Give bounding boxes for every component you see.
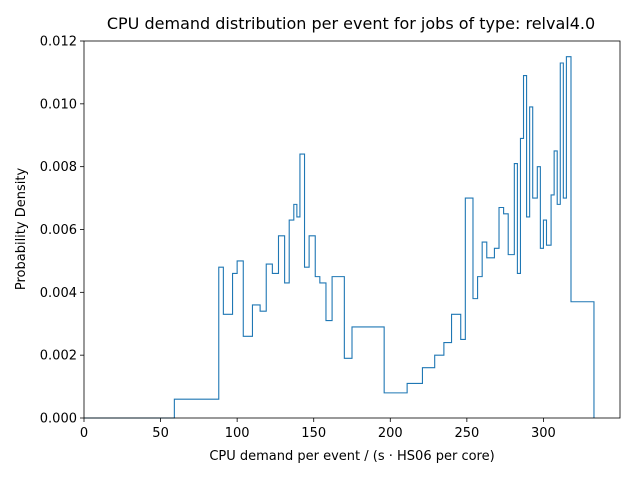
y-tick-label: 0.002 — [40, 349, 77, 364]
x-tick-label: 50 — [152, 426, 169, 441]
x-tick-label: 300 — [531, 426, 556, 441]
x-tick-label: 0 — [80, 426, 88, 441]
y-tick-label: 0.012 — [40, 35, 77, 50]
y-axis-label: Probability Density — [14, 168, 29, 291]
x-axis-label: CPU demand per event / (s · HS06 per cor… — [209, 449, 494, 464]
y-tick-label: 0.000 — [40, 412, 77, 427]
y-tick-label: 0.010 — [40, 97, 77, 112]
y-tick-label: 0.006 — [40, 223, 77, 238]
plot-frame — [83, 40, 621, 419]
chart-title: CPU demand distribution per event for jo… — [107, 14, 595, 33]
y-axis-ticks: 0.000 0.002 0.004 0.006 0.008 0.010 0.012 — [40, 35, 84, 427]
y-tick-label: 0.008 — [40, 160, 77, 175]
x-axis-ticks: 0 50 100 150 200 250 300 — [80, 418, 556, 441]
y-tick-label: 0.004 — [40, 286, 77, 301]
x-tick-label: 150 — [301, 426, 326, 441]
x-tick-label: 250 — [454, 426, 479, 441]
x-tick-label: 100 — [225, 426, 250, 441]
histogram-step-line — [84, 56, 595, 419]
x-tick-label: 200 — [378, 426, 403, 441]
